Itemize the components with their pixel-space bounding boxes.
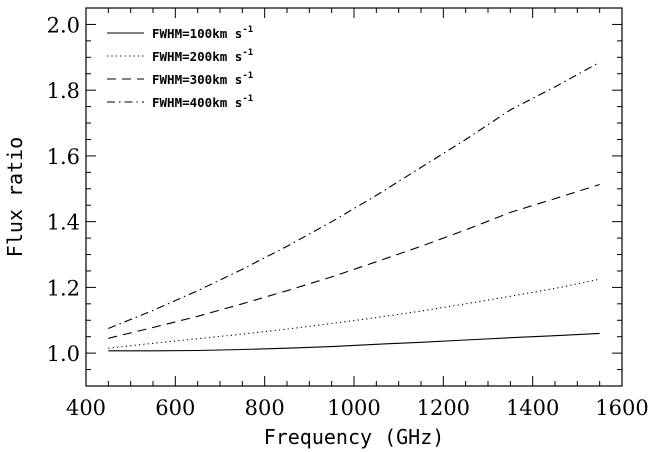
legend-label-superscript: -1 [242,71,253,81]
x-tick-label: 1400 [506,396,559,420]
y-axis-title: Flux ratio [3,137,27,257]
legend-label-2: FWHM=200km s-1 [152,48,253,64]
series-line-3 [108,183,600,339]
x-tick-label: 1600 [595,396,648,420]
plot-frame [85,7,623,387]
x-tick-label: 1000 [327,396,380,420]
x-tick-label: 600 [155,396,195,420]
x-tick-label: 1200 [417,396,470,420]
y-tick-label: 1.4 [47,211,80,235]
axis-tick-labels: 400 600 800 1000 1200 1400 1600 1.0 1.2 1.4 1.6 1.8… [47,13,649,420]
series-line-1 [108,332,600,352]
legend-label-4: FWHM=400km s-1 [152,94,253,110]
x-axis-title: Frequency (GHz) [264,425,445,449]
legend-label-3: FWHM=300km s-1 [152,71,253,87]
x-tick-label: 800 [245,396,285,420]
y-tick-label: 1.8 [47,79,80,103]
series-line-4 [108,61,600,330]
series-lines [108,61,600,352]
y-tick-label: 1.2 [47,276,80,300]
x-tick-label: 400 [66,396,106,420]
y-tick-label: 2.0 [47,13,80,37]
legend-label-superscript: -1 [242,94,253,104]
axis-ticks [85,7,623,387]
legend-label-superscript: -1 [242,25,253,35]
y-tick-label: 1.0 [47,342,80,366]
series-line-2 [108,278,600,349]
legend-label-1: FWHM=100km s-1 [152,25,253,41]
y-tick-label: 1.6 [47,145,80,169]
legend-label-superscript: -1 [242,48,253,58]
legend: FWHM=100km s-1 FWHM=200km s-1 FWHM=300km s… [107,25,253,110]
